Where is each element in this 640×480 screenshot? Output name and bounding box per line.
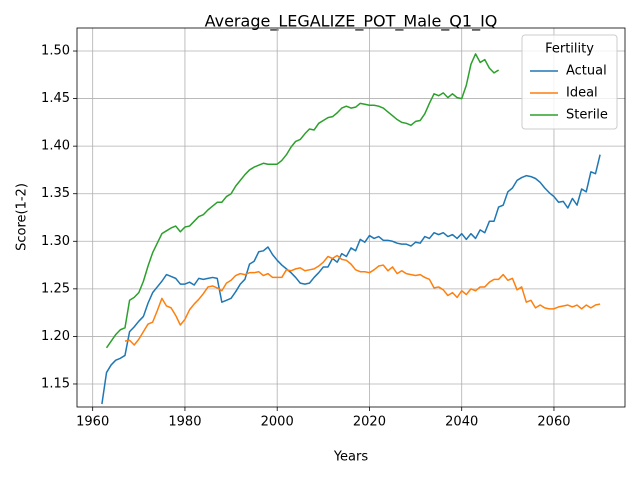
legend-title: Fertility bbox=[545, 42, 594, 57]
x-tick-label: 2000 bbox=[261, 415, 294, 430]
legend-label: Actual bbox=[566, 64, 607, 79]
legend-frame bbox=[521, 34, 618, 130]
legend-label: Sterile bbox=[566, 108, 608, 123]
legend-label: Ideal bbox=[566, 86, 598, 101]
y-tick-label: 1.20 bbox=[41, 329, 70, 344]
y-tick-label: 1.30 bbox=[41, 234, 70, 249]
line-series bbox=[124, 254, 601, 346]
y-tick-label: 1.50 bbox=[41, 44, 70, 59]
line-series bbox=[105, 53, 500, 349]
x-tick-label: 2020 bbox=[353, 415, 386, 430]
x-tick-label: 1980 bbox=[168, 415, 201, 430]
x-tick-label: 2060 bbox=[537, 415, 570, 430]
y-tick-label: 1.25 bbox=[41, 281, 70, 296]
chart-title: Average_LEGALIZE_POT_Male_Q1_IQ bbox=[205, 12, 498, 32]
y-tick-label: 1.40 bbox=[41, 139, 70, 154]
x-tick-label: 2040 bbox=[445, 415, 478, 430]
y-tick-label: 1.45 bbox=[41, 91, 70, 106]
y-axis-label: Score(1-2) bbox=[15, 183, 30, 251]
y-tick-label: 1.35 bbox=[41, 186, 70, 201]
x-tick-label: 1960 bbox=[76, 415, 109, 430]
line-series bbox=[101, 154, 601, 405]
y-tick-label: 1.15 bbox=[41, 376, 70, 391]
plot-frame bbox=[76, 27, 626, 408]
x-axis-label: Years bbox=[333, 450, 369, 465]
